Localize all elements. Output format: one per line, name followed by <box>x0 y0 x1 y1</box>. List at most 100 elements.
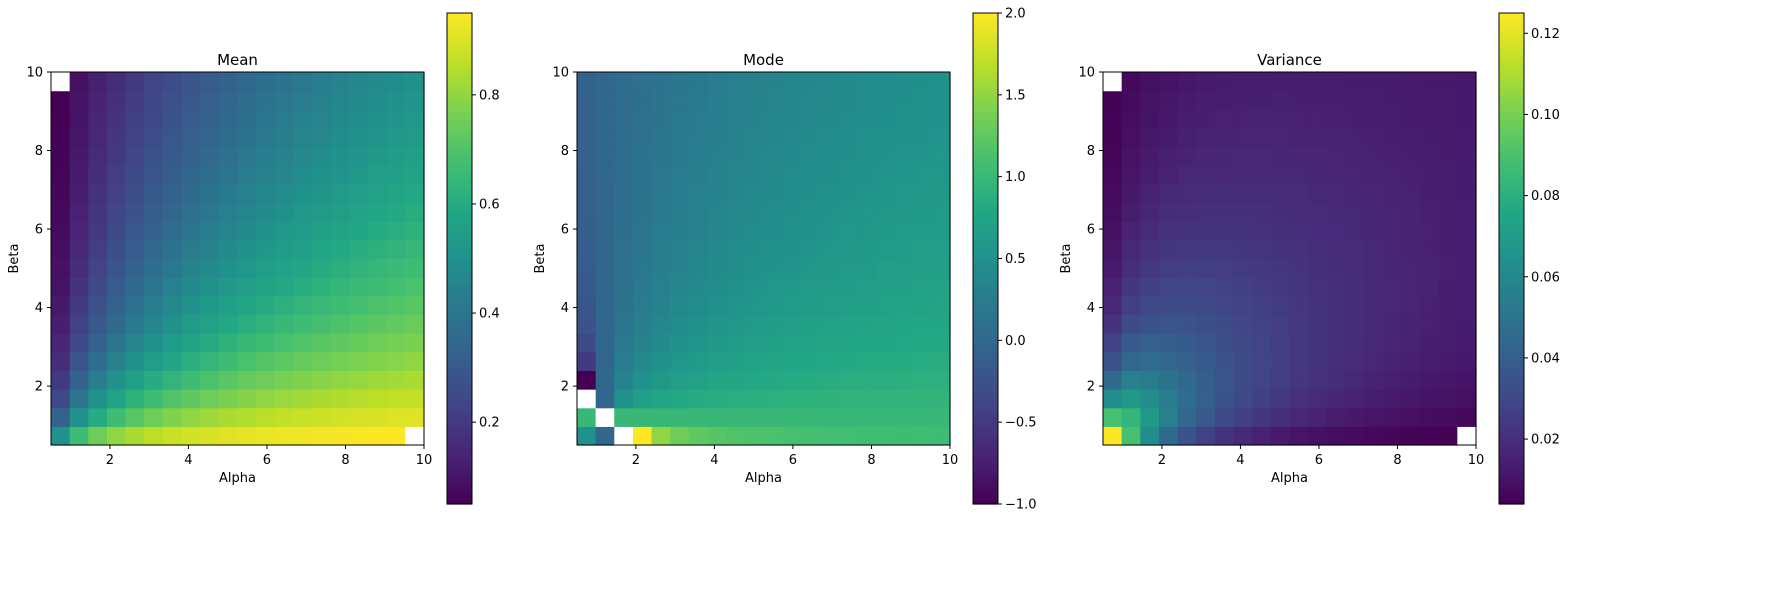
heatmap-cell <box>819 258 839 278</box>
heatmap-cell <box>1438 258 1458 278</box>
heatmap-cell <box>670 314 690 334</box>
heatmap-cell <box>782 146 802 166</box>
colorbar-segment <box>447 225 472 231</box>
heatmap-cell <box>88 183 108 204</box>
heatmap-cell <box>912 314 932 334</box>
heatmap-cell <box>88 109 108 129</box>
heatmap-cell <box>595 146 615 166</box>
heatmap-cell <box>1177 221 1197 241</box>
heatmap-cell <box>782 333 802 353</box>
colorbar-segment <box>447 323 472 329</box>
heatmap-cell <box>1121 333 1141 353</box>
heatmap-cell <box>386 146 406 166</box>
heatmap-cell <box>386 239 406 260</box>
heatmap-cell <box>894 202 914 222</box>
heatmap-cell <box>1289 183 1309 204</box>
heatmap-cell <box>1196 314 1216 334</box>
heatmap-cell <box>1289 426 1309 446</box>
colorbar-tick-label: 0.06 <box>1531 270 1560 285</box>
colorbar-segment <box>447 49 472 55</box>
heatmap-cell <box>875 239 895 260</box>
heatmap-cell <box>1140 258 1160 278</box>
heatmap-cell <box>1252 389 1272 409</box>
heatmap-cell <box>181 109 201 129</box>
x-axis-label: Alpha <box>1271 471 1308 486</box>
heatmap-cell <box>144 146 164 166</box>
heatmap-cell <box>405 407 425 427</box>
colorbar-segment <box>973 430 998 436</box>
heatmap-cell <box>349 146 369 166</box>
colorbar-segment <box>973 37 998 43</box>
heatmap-cell <box>1382 277 1402 297</box>
heatmap-cell <box>595 351 615 371</box>
heatmap-cell <box>931 351 951 371</box>
heatmap-cell <box>1140 239 1160 260</box>
heatmap-cell <box>274 333 295 353</box>
heatmap-cell <box>162 127 183 148</box>
heatmap-cell <box>707 146 727 166</box>
colorbar-segment <box>973 278 998 284</box>
heatmap-cell <box>931 277 951 297</box>
heatmap-cell <box>1233 351 1253 371</box>
heatmap-cell <box>670 295 690 316</box>
y-tick-label: 6 <box>1087 223 1095 238</box>
colorbar-tick-label: 0.02 <box>1531 433 1560 448</box>
colorbar-segment <box>973 499 998 505</box>
heatmap-cell <box>200 407 220 427</box>
heatmap-cell <box>51 370 71 390</box>
heatmap-cell <box>931 146 951 166</box>
heatmap-cell <box>763 72 783 92</box>
heatmap-cell <box>125 127 145 148</box>
heatmap-cell <box>349 277 369 297</box>
heatmap-cell <box>726 333 746 353</box>
colorbar-segment <box>1499 188 1524 194</box>
heatmap-cell <box>614 90 634 110</box>
heatmap-cell <box>386 277 406 297</box>
heatmap-cell <box>707 239 727 260</box>
heatmap-cell <box>237 90 257 110</box>
heatmap-cell <box>162 72 183 92</box>
heatmap-cell <box>181 146 201 166</box>
heatmap-cell <box>707 165 727 185</box>
heatmap-cell <box>1270 426 1291 446</box>
heatmap-cell <box>88 165 108 185</box>
colorbar-segment <box>973 188 998 194</box>
heatmap-cell <box>125 239 145 260</box>
colorbar-segment <box>447 336 472 341</box>
heatmap-cell <box>1103 333 1123 353</box>
heatmap-cell <box>651 389 671 409</box>
heatmap-cell <box>405 295 425 316</box>
heatmap-cell <box>181 127 201 148</box>
colorbar-segment <box>973 393 998 399</box>
heatmap-cell <box>293 239 313 260</box>
colorbar-segment <box>973 94 998 100</box>
heatmap-cell <box>256 127 276 148</box>
heatmap-cell <box>819 295 839 316</box>
colorbar-segment <box>973 471 998 476</box>
heatmap-cell <box>293 127 313 148</box>
colorbar-segment <box>1499 94 1524 100</box>
heatmap-cell <box>1438 314 1458 334</box>
heatmap-cell <box>856 109 876 129</box>
colorbar-segment <box>973 70 998 75</box>
heatmap-cell <box>763 426 783 446</box>
heatmap-cell <box>293 183 313 204</box>
heatmap-cell <box>894 314 914 334</box>
heatmap-cell <box>312 72 332 92</box>
heatmap-cell <box>1364 221 1384 241</box>
heatmap-cell <box>632 407 653 427</box>
heatmap-cell <box>386 165 406 185</box>
heatmap-cell <box>200 109 220 129</box>
colorbar-segment <box>1499 82 1524 88</box>
heatmap-cell <box>931 90 951 110</box>
heatmap-cell <box>1158 221 1179 241</box>
heatmap-cell <box>162 351 183 371</box>
heatmap-cell <box>744 351 765 371</box>
heatmap-cell <box>1214 109 1235 129</box>
heatmap-cell <box>405 146 425 166</box>
heatmap-cell <box>1308 165 1328 185</box>
heatmap-cell <box>1270 407 1291 427</box>
colorbar-segment <box>447 176 472 182</box>
heatmap-cell <box>782 258 802 278</box>
